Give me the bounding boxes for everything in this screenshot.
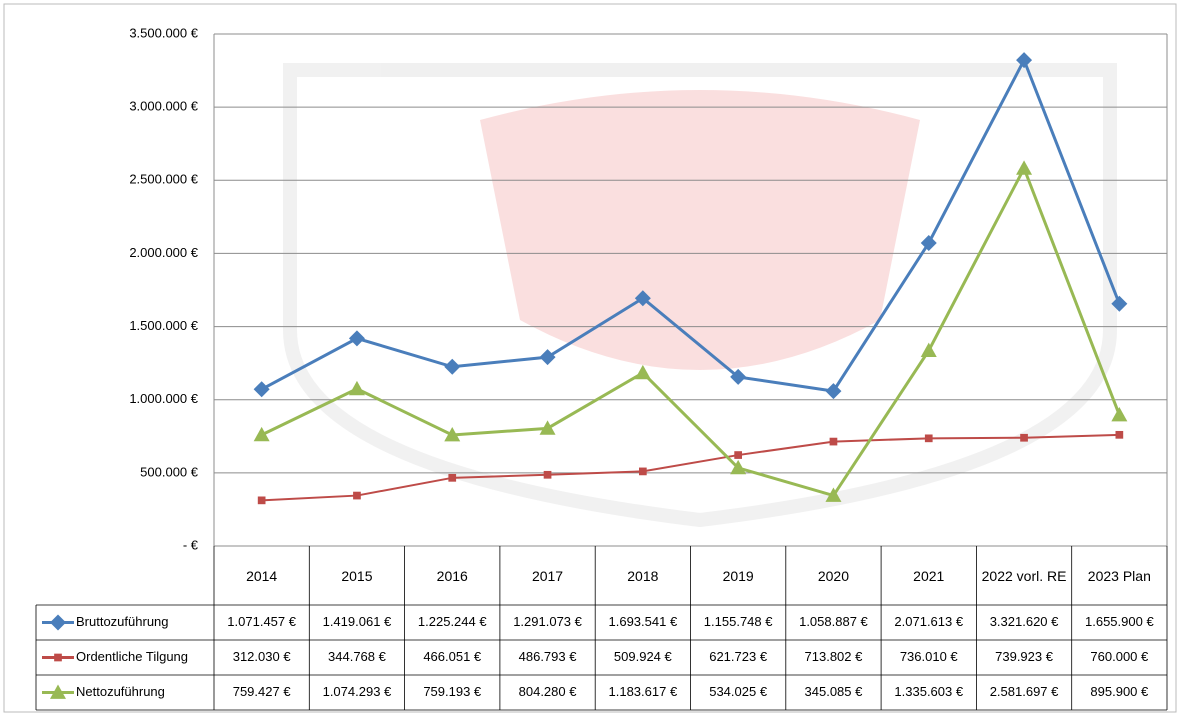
x-tick-label: 2017 (504, 546, 591, 605)
table-value: 1.058.887 € (799, 614, 868, 629)
table-value: 2.581.697 € (990, 684, 1059, 699)
table-value: 713.802 € (805, 649, 864, 664)
y-tick-label: 500.000 € (140, 464, 199, 479)
table-header-cell: 2020 (790, 546, 877, 605)
marker (540, 349, 556, 365)
table-value: 1.419.061 € (323, 614, 392, 629)
table-header-cell: 2017 (504, 546, 591, 605)
table-header-cell: 2019 (695, 546, 782, 605)
marker (639, 468, 647, 476)
marker (544, 471, 552, 479)
table-value: 739.923 € (995, 649, 1054, 664)
table-value: 3.321.620 € (990, 614, 1059, 629)
marker (50, 615, 66, 631)
y-tick-label: 3.500.000 € (129, 25, 198, 40)
y-tick-label: 2.000.000 € (129, 245, 198, 260)
legend-label: Ordentliche Tilgung (76, 649, 188, 664)
table-value: 1.693.541 € (609, 614, 678, 629)
marker (925, 434, 933, 442)
y-tick-label: 1.000.000 € (129, 391, 198, 406)
x-tick-label: 2022 vorl. RE (980, 546, 1067, 605)
marker (921, 235, 937, 251)
y-tick-label: 1.500.000 € (129, 318, 198, 333)
x-tick-label: 2016 (409, 546, 496, 605)
x-tick-label: 2015 (313, 546, 400, 605)
marker (830, 438, 838, 446)
table-value: 1.074.293 € (323, 684, 392, 699)
y-tick-label: 2.500.000 € (129, 172, 198, 187)
table-header-cell: 2015 (313, 546, 400, 605)
table-value: 1.291.073 € (513, 614, 582, 629)
table-header-cell: 2018 (599, 546, 686, 605)
table-value: 759.427 € (233, 684, 292, 699)
table-value: 1.655.900 € (1085, 614, 1154, 629)
table-value: 736.010 € (900, 649, 959, 664)
marker (448, 474, 456, 482)
table-header-cell: 2014 (218, 546, 305, 605)
table-value: 621.723 € (709, 649, 768, 664)
table-value: 345.085 € (805, 684, 864, 699)
page: - € 500.000 € 1.000.000 € 1.500.000 € 2.000.… (0, 0, 1181, 715)
marker (444, 359, 460, 375)
x-tick-label: 2021 (885, 546, 972, 605)
marker (54, 654, 62, 662)
marker (258, 497, 266, 505)
table-header-cell: 2022 vorl. RE (980, 546, 1067, 605)
y-tick-label: - € (183, 537, 199, 552)
table-value: 509.924 € (614, 649, 673, 664)
chart: - € 500.000 € 1.000.000 € 1.500.000 € 2.000.… (0, 0, 1181, 715)
watermark (290, 70, 1110, 520)
x-tick-label: 2020 (790, 546, 877, 605)
table-value: 895.900 € (1090, 684, 1149, 699)
table-value: 344.768 € (328, 649, 387, 664)
x-tick-label: 2019 (695, 546, 782, 605)
marker (353, 492, 361, 500)
table-value: 1.071.457 € (227, 614, 296, 629)
table-value: 1.183.617 € (609, 684, 678, 699)
table-value: 759.193 € (423, 684, 482, 699)
x-tick-label: 2023 Plan (1076, 546, 1163, 605)
marker (734, 451, 742, 459)
marker (1111, 407, 1127, 421)
table-value: 1.155.748 € (704, 614, 773, 629)
table-value: 2.071.613 € (894, 614, 963, 629)
table-value: 312.030 € (233, 649, 292, 664)
marker (254, 427, 270, 441)
table-value: 466.051 € (423, 649, 482, 664)
table-value: 486.793 € (519, 649, 578, 664)
marker (921, 343, 937, 357)
marker (1016, 160, 1032, 174)
y-tick-label: 3.000.000 € (129, 99, 198, 114)
legend-label: Nettozuführung (76, 684, 165, 699)
table-header-cell: 2023 Plan (1076, 546, 1163, 605)
table-value: 804.280 € (519, 684, 578, 699)
marker (254, 381, 270, 397)
table-value: 760.000 € (1090, 649, 1149, 664)
marker (1020, 434, 1028, 442)
marker (349, 330, 365, 346)
x-tick-label: 2018 (599, 546, 686, 605)
table-value: 534.025 € (709, 684, 768, 699)
table-value: 1.335.603 € (894, 684, 963, 699)
marker (1116, 431, 1124, 439)
x-tick-label: 2014 (218, 546, 305, 605)
table-value: 1.225.244 € (418, 614, 487, 629)
legend-label: Bruttozuführung (76, 614, 169, 629)
table-header-cell: 2016 (409, 546, 496, 605)
table-header-cell: 2021 (885, 546, 972, 605)
marker (635, 365, 651, 379)
marker (825, 383, 841, 399)
marker (349, 381, 365, 395)
